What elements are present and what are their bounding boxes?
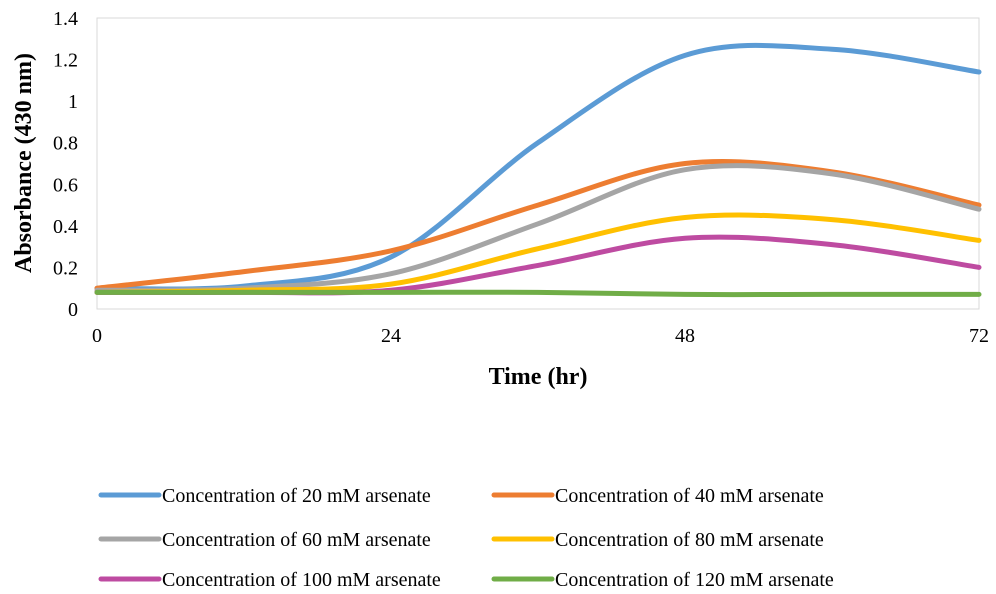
series-line-1: [94, 42, 982, 292]
legend: Concentration of 20 mM arsenate Concentra…: [98, 485, 834, 591]
x-axis-title: Time (hr): [489, 364, 588, 390]
series-line-6: [94, 289, 982, 298]
legend-label: Concentration of 80 mM arsenate: [555, 529, 824, 551]
y-tick-label: 0.2: [53, 257, 78, 279]
legend-label: Concentration of 20 mM arsenate: [162, 485, 431, 507]
legend-label: Concentration of 60 mM arsenate: [162, 529, 431, 551]
y-tick-label: 1.2: [53, 50, 78, 72]
y-tick-label: 1.4: [53, 8, 78, 30]
x-tick-label: 72: [969, 325, 989, 347]
y-tick-label: 0: [68, 299, 78, 321]
y-tick-label: 0.6: [53, 174, 78, 196]
y-tick-label: 1: [68, 91, 78, 113]
x-tick-label: 48: [675, 325, 695, 347]
series-line-5: [94, 234, 982, 296]
x-tick-label: 0: [92, 325, 102, 347]
legend-label: Concentration of 100 mM arsenate: [162, 569, 441, 591]
series-line-4: [94, 212, 982, 295]
y-tick-label: 0.4: [53, 216, 78, 238]
legend-label: Concentration of 120 mM arsenate: [555, 569, 834, 591]
x-tick-label: 24: [381, 325, 401, 347]
y-tick-label: 0.8: [53, 133, 78, 155]
legend-label: Concentration of 40 mM arsenate: [555, 485, 824, 507]
y-axis-title: Absorbance (430 nm): [11, 53, 37, 273]
